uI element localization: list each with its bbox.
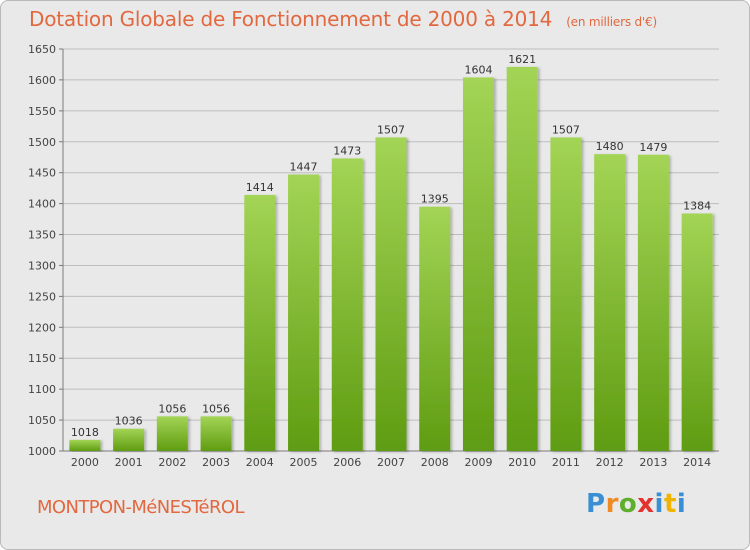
logo-letter: o: [618, 489, 638, 519]
value-label: 1036: [115, 415, 143, 428]
x-tick-label: 2010: [508, 456, 536, 469]
logo-letter: t: [663, 489, 677, 519]
x-tick-label: 2001: [115, 456, 143, 469]
bars: [69, 66, 713, 452]
logo-letter: i: [676, 489, 687, 519]
bar: [331, 158, 363, 451]
unit-note: (en milliers d'€): [566, 15, 657, 29]
y-tick-label: 1200: [28, 321, 56, 334]
y-tick-label: 1600: [28, 74, 56, 87]
logo-letter: i: [654, 489, 664, 519]
x-tick-label: 2007: [377, 456, 405, 469]
y-tick-label: 1350: [28, 229, 56, 242]
y-tick-label: 1000: [28, 445, 56, 458]
x-tick-label: 2011: [552, 456, 580, 469]
value-label: 1604: [464, 63, 492, 76]
value-label: 1056: [202, 402, 230, 415]
y-tick-label: 1500: [28, 136, 56, 149]
chart-title-text: Dotation Globale de Fonctionnement de 20…: [29, 7, 553, 31]
commune-name: MONTPON-MéNESTéROL: [37, 497, 245, 518]
bar: [681, 213, 713, 451]
y-tick-label: 1100: [28, 383, 56, 396]
bar: [69, 439, 101, 451]
y-tick-label: 1300: [28, 259, 56, 272]
logo-letter: P: [586, 489, 606, 519]
logo-letter: x: [637, 489, 655, 519]
value-label: 1621: [508, 53, 536, 66]
x-tick-label: 2014: [683, 456, 711, 469]
x-tick-label: 2005: [290, 456, 318, 469]
proxiti-logo: Proxiti: [586, 489, 686, 519]
value-label: 1447: [290, 161, 318, 174]
value-label: 1507: [552, 123, 580, 136]
value-label: 1056: [158, 402, 186, 415]
bar: [288, 174, 320, 451]
value-label: 1479: [639, 141, 667, 154]
bar: [200, 416, 232, 451]
x-tick-label: 2004: [246, 456, 274, 469]
y-tick-label: 1050: [28, 414, 56, 427]
bar: [113, 428, 145, 451]
y-tick-label: 1150: [28, 352, 56, 365]
bar: [156, 416, 188, 451]
bar: [375, 137, 407, 451]
bar: [244, 194, 276, 452]
value-label: 1395: [421, 193, 449, 206]
y-tick-label: 1650: [28, 43, 56, 56]
x-tick-label: 2012: [596, 456, 624, 469]
bar: [594, 154, 626, 451]
value-label: 1018: [71, 426, 99, 439]
y-tick-label: 1400: [28, 198, 56, 211]
value-label: 1473: [333, 144, 361, 157]
x-tick-label: 2008: [421, 456, 449, 469]
bar: [506, 66, 538, 451]
value-labels: 1018 1036 1056 1056 1414 1447 1473 1507 1395 1604…: [71, 53, 711, 439]
logo-letter: r: [605, 489, 619, 519]
y-tick-label: 1250: [28, 290, 56, 303]
bar: [462, 77, 494, 452]
x-axis-ticks: 2000 2001 2002 2003 2004 2005 2006 2007 2008 2009…: [71, 456, 711, 469]
x-tick-label: 2013: [639, 456, 667, 469]
x-tick-label: 2009: [464, 456, 492, 469]
x-tick-label: 2002: [158, 456, 186, 469]
value-label: 1384: [683, 200, 711, 213]
value-label: 1507: [377, 123, 405, 136]
y-tick-label: 1450: [28, 167, 56, 180]
chart-title: Dotation Globale de Fonctionnement de 20…: [29, 7, 729, 39]
x-tick-label: 2006: [333, 456, 361, 469]
y-tick-label: 1550: [28, 105, 56, 118]
y-axis-ticks: 1000 1050 1100 1150 1200 1250 1300 1350 1400 1450…: [28, 43, 64, 458]
value-label: 1480: [596, 140, 624, 153]
bar: [419, 206, 451, 451]
x-tick-label: 2003: [202, 456, 230, 469]
x-tick-label: 2000: [71, 456, 99, 469]
bar: [550, 137, 582, 451]
bar: [637, 154, 669, 451]
value-label: 1414: [246, 181, 274, 194]
